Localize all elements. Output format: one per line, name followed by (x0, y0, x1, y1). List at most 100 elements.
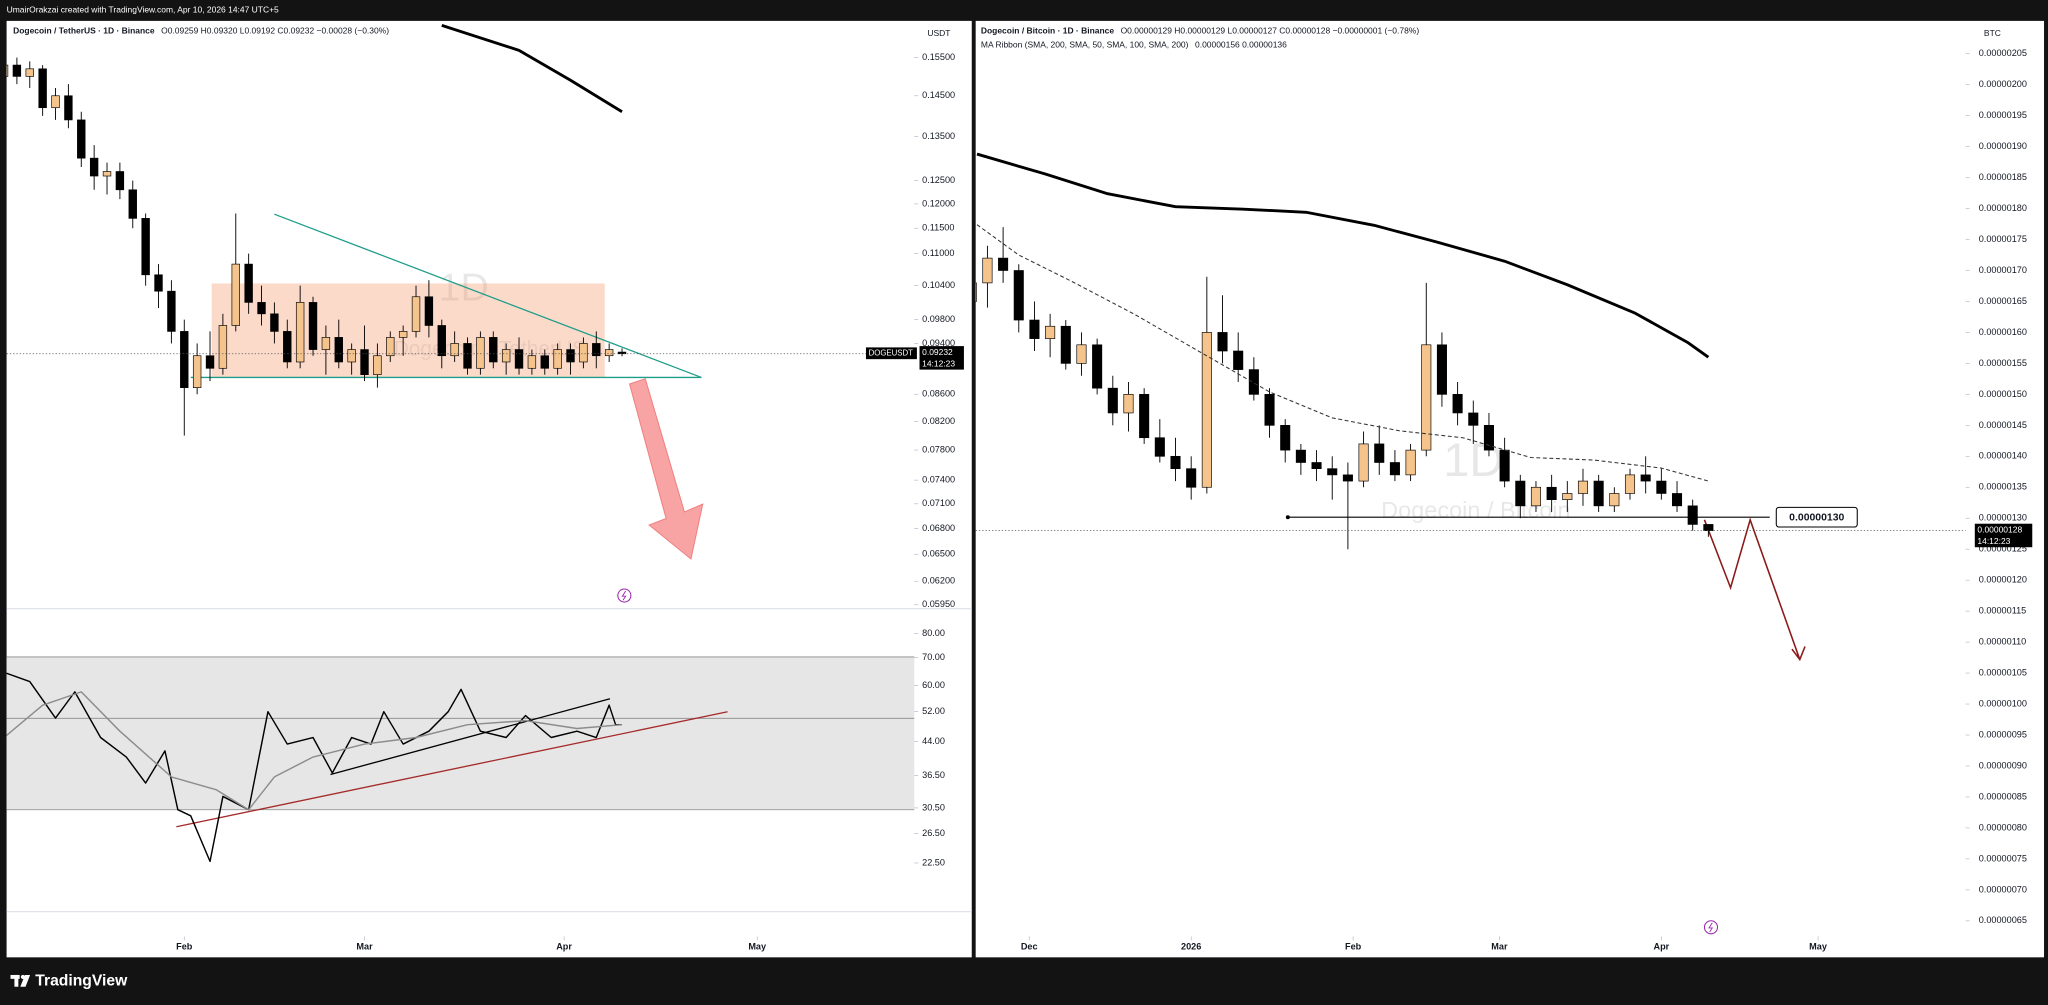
candle-body (1468, 412, 1479, 426)
candle-body (592, 343, 601, 357)
y-tick-label: 0.00000150 (1979, 389, 2027, 399)
candle-body (540, 355, 549, 369)
y-tick-label: 0.00000070 (1979, 884, 2027, 894)
chart-pane: 0.15500 0.14500 0.13500 0.12500 0.12000 0.115… (6, 24, 955, 609)
candle-body (527, 355, 537, 369)
symbol-tag-text: DOGEUSDT (869, 349, 914, 358)
y-tick-label: 0.00000155 (1979, 358, 2027, 368)
y-tick-label: 0.05950 (922, 599, 955, 609)
y-tick-label: 0.06500 (922, 549, 955, 559)
y-tick-label: 30.50 (922, 802, 945, 812)
candle-body (1703, 524, 1714, 531)
candle-body (1201, 332, 1212, 488)
x-tick-label: May (1809, 941, 1828, 951)
y-tick-label: 0.00000115 (1979, 606, 2027, 616)
candle-body (1562, 493, 1573, 500)
y-tick-label: 0.00000200 (1979, 79, 2027, 89)
event-icon-bolt (621, 590, 627, 601)
y-tick-label: 0.00000130 (1979, 513, 2027, 523)
candle-body (1154, 437, 1165, 457)
candle-body (424, 296, 434, 326)
candle-body (154, 274, 163, 292)
candle-body (982, 257, 993, 284)
event-icon[interactable] (617, 588, 632, 603)
y-tick-label: 0.00000190 (1979, 141, 2027, 151)
candle-body (437, 325, 446, 357)
candle-body (1280, 425, 1291, 451)
symbol-title: Dogecoin / Bitcoin · 1D · Binance (981, 26, 1114, 36)
y-tick-label: 0.07100 (922, 498, 955, 508)
candle-body (51, 95, 60, 109)
event-icon[interactable] (1703, 920, 1719, 935)
countdown-text: 14:12:23 (1977, 536, 2010, 546)
candle-body (1640, 474, 1651, 482)
candle-body (218, 325, 228, 369)
candle-body (231, 263, 240, 326)
rsi-support-line (176, 711, 728, 828)
x-tick-label: Dec (1021, 941, 1038, 951)
symbol-title: Dogecoin / TetherUS · 1D · Binance (13, 26, 155, 36)
candle-body (398, 331, 408, 338)
y-tick-label: 0.00000185 (1979, 172, 2027, 182)
candle-body (489, 337, 498, 363)
candle-body (1436, 344, 1447, 395)
symbol-tag (865, 347, 917, 360)
candle-body (25, 68, 34, 77)
candle-body (283, 331, 292, 363)
x-tick-label: May (748, 941, 767, 951)
y-tick-label: 0.00000110 (1979, 637, 2027, 647)
candle-body (244, 263, 253, 303)
left-legend: Dogecoin / TetherUS · 1D · Binance O0.092… (13, 26, 389, 36)
price-tag-text: 0.00000128 (1977, 524, 2022, 534)
y-tick-label: 0.06200 (922, 576, 955, 586)
y-tick-label: 0.09800 (922, 314, 955, 324)
y-tick-label: 0.00000100 (1979, 698, 2027, 708)
candle-body (1577, 480, 1589, 494)
x-tick-label: Mar (1491, 941, 1508, 951)
y-tick-label: 0.00000085 (1979, 791, 2027, 801)
down-arrow (628, 378, 704, 560)
candle-body (347, 349, 356, 363)
candle-body (6, 64, 9, 77)
y-tick-label: 0.14500 (922, 90, 955, 100)
rsi-trendline (330, 698, 611, 776)
candle-body (1013, 270, 1024, 321)
candle-body (1060, 325, 1071, 364)
y-tick-label: 0.00000125 (1979, 544, 2027, 554)
candle-body (373, 355, 382, 376)
brand-name: TradingView (35, 973, 128, 990)
candle-body (321, 337, 331, 350)
candle-body (1295, 449, 1306, 463)
candle-body (501, 349, 511, 363)
candle-body (77, 119, 86, 159)
y-tick-label: 0.00000065 (1979, 915, 2027, 925)
y-tick-label: 0.00000105 (1979, 667, 2027, 677)
indicator-name: MA Ribbon (SMA, 200, SMA, 50, SMA, 100, … (981, 40, 1189, 50)
y-tick-label: 36.50 (922, 770, 945, 780)
candle-body (975, 282, 977, 302)
y-tick-label: 0.00000095 (1979, 729, 2027, 739)
annotation-box (1775, 506, 1858, 528)
candle-body (1342, 474, 1353, 482)
candle-body (604, 349, 614, 357)
y-tick-label: 22.50 (922, 857, 945, 867)
candle-body (115, 171, 125, 191)
series-line (441, 24, 623, 113)
indicator-values: 0.00000156 0.00000136 (1195, 40, 1287, 50)
x-tick-label: Feb (1345, 941, 1362, 951)
brand-logo (10, 974, 31, 987)
candle-body (1656, 480, 1667, 494)
ohlc-values: O0.00000129 H0.00000129 L0.00000127 C0.0… (1121, 26, 1420, 36)
axis-unit: BTC (1984, 28, 2001, 38)
candle-body (1624, 474, 1636, 494)
y-tick-label: 0.00000160 (1979, 327, 2027, 337)
charts: 0.15500 0.14500 0.13500 0.12500 0.12000 0.115… (6, 24, 2027, 951)
candle-body (1530, 486, 1541, 507)
chart-pane: 0.00000205 0.00000200 0.00000195 0.00000190… (975, 48, 2027, 951)
ohlc-values: O0.09259 H0.09320 L0.09192 C0.09232 −0.0… (161, 26, 389, 36)
candle-body (334, 337, 343, 363)
axis-unit: USDT (927, 28, 950, 38)
candle-body (1389, 462, 1400, 476)
